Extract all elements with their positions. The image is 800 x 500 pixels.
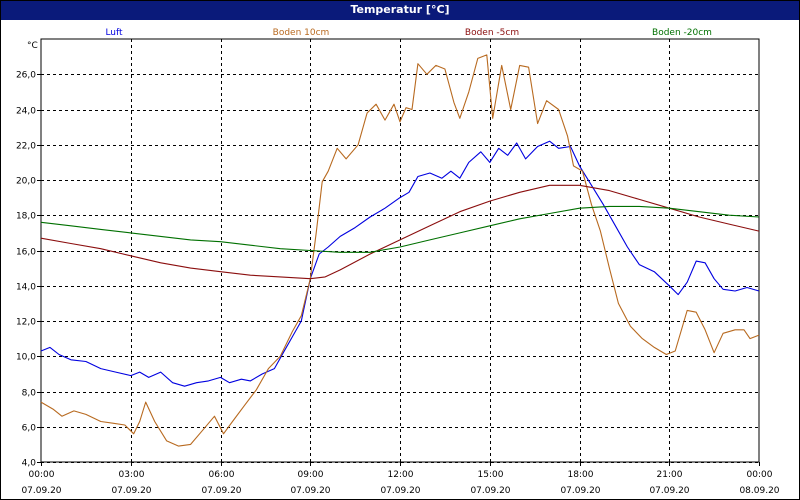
- y-tick-label: 26,0: [16, 71, 36, 81]
- x-tick-date-label: 07.09.20: [380, 486, 420, 496]
- x-tick-time-label: 00:00: [29, 470, 55, 480]
- temperature-chart: 4,0 6,0 8,0 10,0 12,0 14,0 16,0 18,0 20,0 22,0 24,…: [16, 28, 780, 496]
- x-tick-date-label: 07.09.20: [470, 486, 510, 496]
- y-tick-label: 4,0: [22, 459, 37, 469]
- y-tick-label: 8,0: [22, 389, 37, 399]
- y-tick-label: 6,0: [22, 424, 37, 434]
- series-line-boden-5cm: [40, 184, 760, 280]
- y-tick-label: 14,0: [16, 283, 36, 293]
- y-tick-label: 16,0: [16, 248, 36, 258]
- y-tick-label: 20,0: [16, 177, 36, 187]
- window-title: Temperatur [°C]: [1, 1, 799, 20]
- series-line-boden-10cm: [40, 54, 760, 447]
- grid: [41, 39, 759, 463]
- x-tick-time-label: 12:00: [388, 470, 414, 480]
- x-tick-date-label: 07.09.20: [111, 486, 151, 496]
- x-tick-time-label: 09:00: [298, 470, 324, 480]
- y-tick-label: 24,0: [16, 107, 36, 117]
- x-tick-date-label: 07.09.20: [201, 486, 241, 496]
- series-lines: [40, 54, 760, 447]
- x-tick-date-label: 07.09.20: [290, 486, 330, 496]
- y-tick-label: 18,0: [16, 212, 36, 222]
- legend-entry: Boden -20cm: [652, 28, 712, 38]
- x-tick-time-label: 03:00: [119, 470, 145, 480]
- x-tick-date-label: 08.09.20: [739, 486, 779, 496]
- series-line-boden-20cm: [40, 205, 760, 253]
- x-tick-time-label: 18:00: [568, 470, 594, 480]
- y-axis-unit-label: °C: [27, 41, 38, 51]
- x-tick-time-label: 06:00: [209, 470, 235, 480]
- axes: 4,0 6,0 8,0 10,0 12,0 14,0 16,0 18,0 20,0 22,0 24,…: [16, 38, 780, 496]
- series-line-luft: [40, 140, 760, 387]
- y-tick-label: 10,0: [16, 353, 36, 363]
- y-tick-label: 12,0: [16, 318, 36, 328]
- x-tick-date-label: 07.09.20: [21, 486, 61, 496]
- x-tick-time-label: 00:00: [747, 470, 773, 480]
- x-tick-time-label: 21:00: [657, 470, 683, 480]
- legend-entry: Boden 10cm: [273, 28, 330, 38]
- legend-entry: Luft: [105, 28, 123, 38]
- legend-entry: Boden -5cm: [465, 28, 519, 38]
- x-tick-date-label: 07.09.20: [649, 486, 689, 496]
- y-tick-label: 22,0: [16, 142, 36, 152]
- legend: Luft Boden 10cm Boden -5cm Boden -20cm: [105, 28, 712, 38]
- x-tick-date-label: 07.09.20: [560, 486, 600, 496]
- x-tick-time-label: 15:00: [478, 470, 504, 480]
